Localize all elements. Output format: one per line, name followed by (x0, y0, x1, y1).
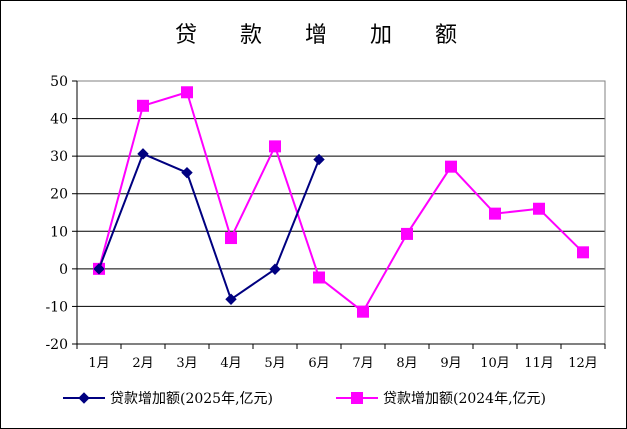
data-point (533, 202, 545, 215)
data-point (401, 227, 413, 240)
data-point (357, 305, 369, 318)
y-tick-label: 50 (50, 74, 68, 90)
x-tick-label: 5月 (264, 356, 285, 371)
chart-title: 贷 款 增 加 额 (175, 23, 475, 48)
x-tick-label: 11月 (524, 356, 554, 371)
x-tick-label: 4月 (220, 356, 241, 371)
x-tick-label: 9月 (440, 356, 461, 371)
series-2 (93, 86, 589, 318)
data-point (269, 140, 281, 153)
legend-label: 贷款增加额(2025年,亿元) (110, 391, 273, 407)
y-tick-label: -20 (45, 337, 68, 353)
data-point (181, 86, 193, 99)
y-tick-label: 0 (59, 262, 68, 278)
x-tick-label: 2月 (132, 356, 153, 371)
x-tick-label: 8月 (396, 356, 417, 371)
data-point (269, 263, 281, 275)
data-point (137, 99, 149, 112)
gridlines (77, 80, 605, 307)
y-tick-label: 10 (50, 224, 68, 240)
data-point (351, 392, 363, 404)
data-point (225, 293, 237, 305)
legend: 贷款增加额(2025年,亿元) 贷款增加额(2024年,亿元) (63, 391, 546, 407)
data-point (225, 232, 237, 245)
y-tick-label: 40 (50, 112, 68, 128)
legend-item-1: 贷款增加额(2025年,亿元) (63, 391, 273, 407)
x-tick-label: 7月 (352, 356, 373, 371)
data-point (137, 148, 149, 160)
x-tick-label: 3月 (176, 356, 197, 371)
data-point (445, 160, 457, 173)
series-line (98, 91, 584, 314)
series (93, 86, 589, 318)
plot-area (76, 80, 606, 345)
y-tick-label: 30 (50, 149, 68, 165)
x-tick-label: 1月 (88, 356, 109, 371)
data-point (313, 271, 325, 284)
x-tick-label: 6月 (308, 356, 329, 371)
data-point (181, 166, 193, 179)
series-line (98, 152, 320, 301)
x-tick-label: 12月 (568, 356, 598, 371)
legend-label: 贷款增加额(2024年,亿元) (383, 391, 546, 407)
legend-item-2: 贷款增加额(2024年,亿元) (336, 391, 546, 407)
data-point (313, 153, 325, 166)
series-1 (93, 148, 325, 305)
data-point (93, 263, 105, 275)
y-tick-label: -10 (45, 299, 68, 315)
data-point (78, 392, 90, 404)
data-point (577, 246, 589, 259)
y-tick-label: 20 (50, 187, 68, 203)
axes: -20 -10 0 10 20 30 40 50 1月 2月 3月 4月 5月 6月 7月 8月 9月 10月 11… (45, 74, 606, 371)
x-tick-label: 10月 (480, 356, 510, 371)
data-point (489, 207, 501, 220)
